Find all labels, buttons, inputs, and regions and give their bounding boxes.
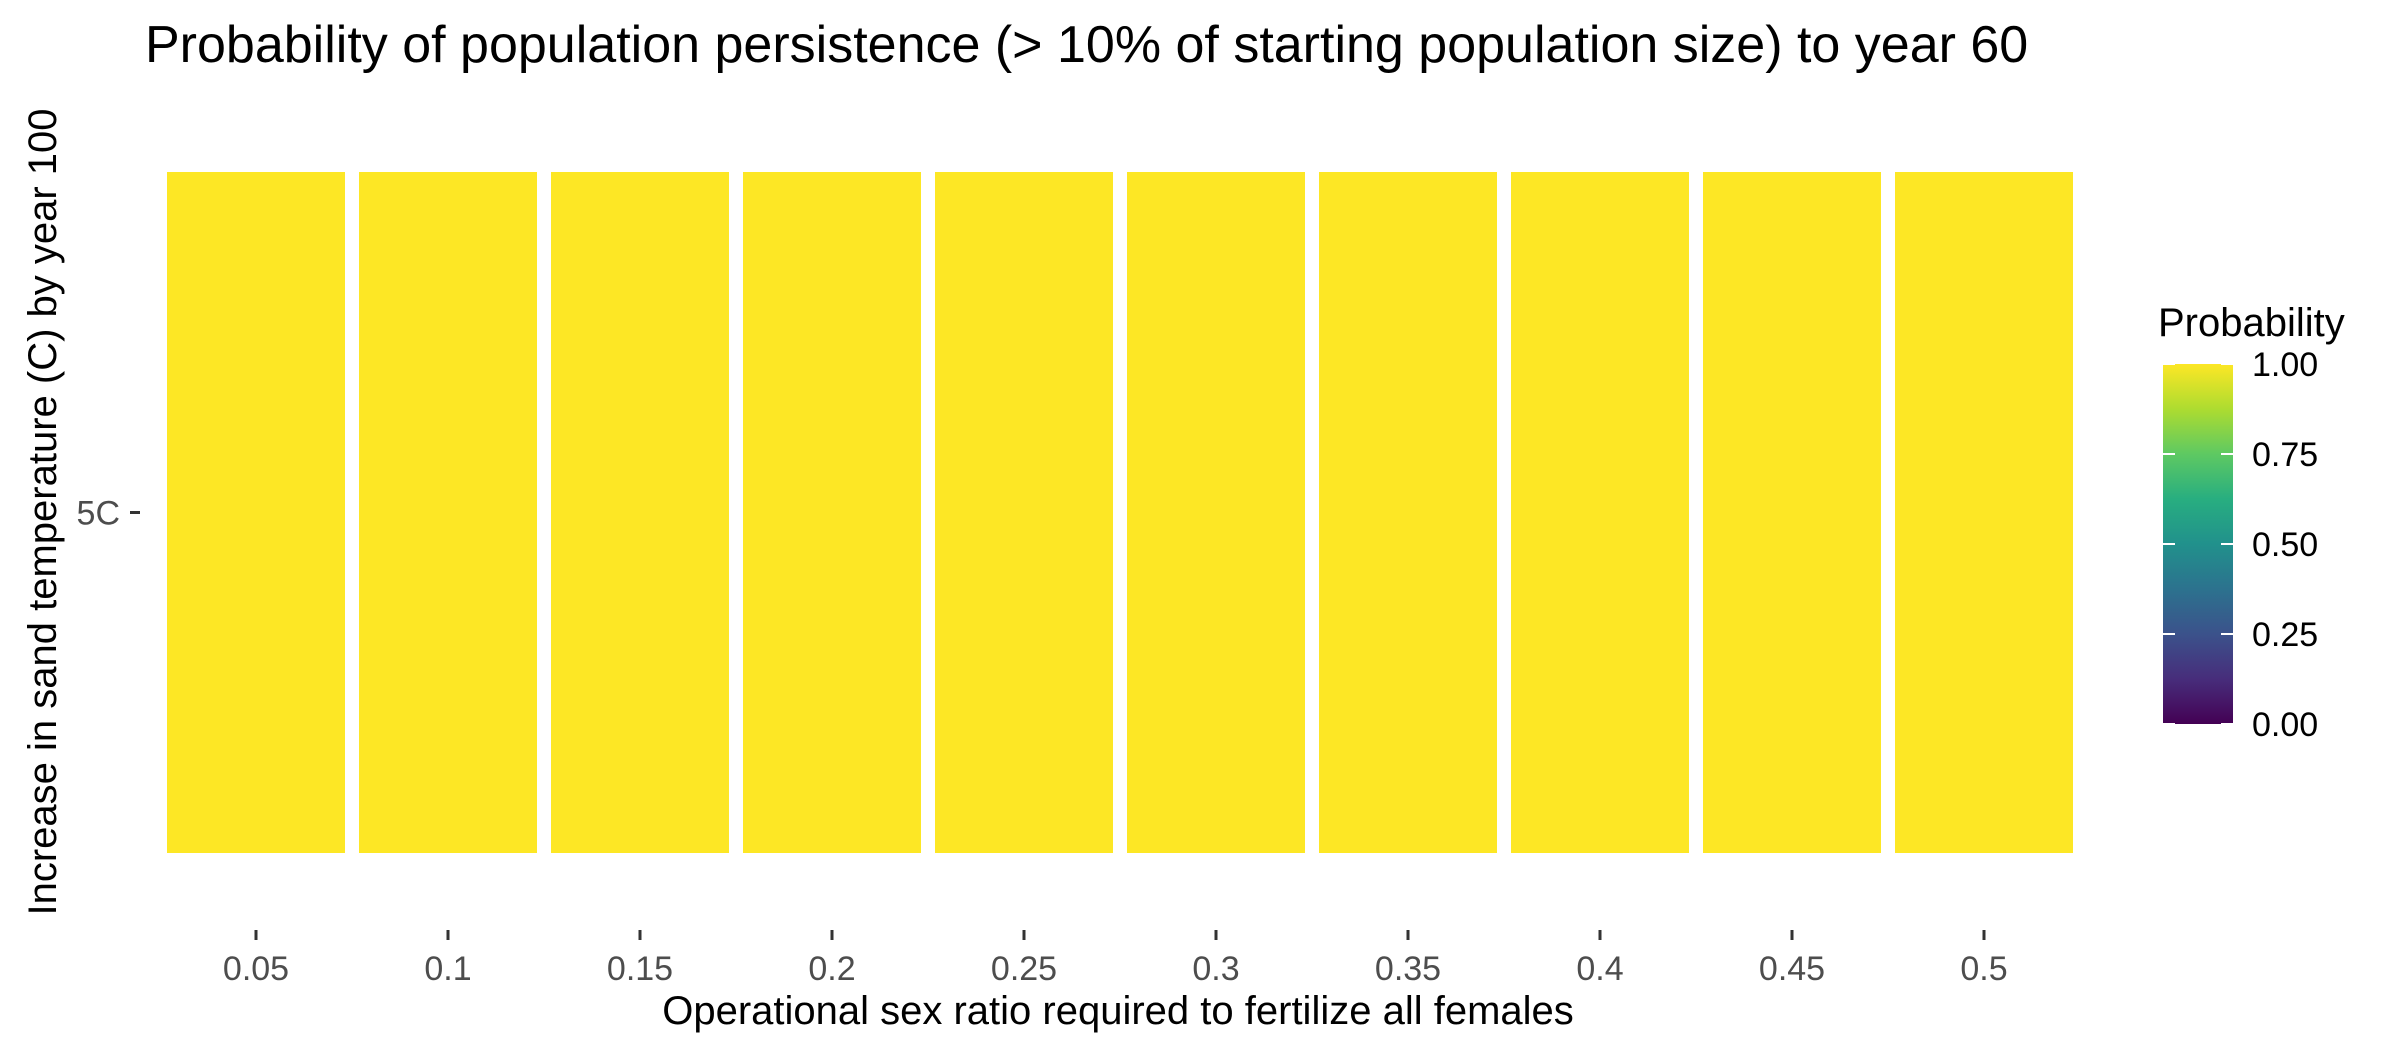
x-tick-label: 0.5 (1960, 950, 2007, 988)
x-tick-label: 0.3 (1192, 950, 1239, 988)
colorbar-legend: Probability 0.00 0.25 0.50 0.75 1.00 (2158, 301, 2345, 744)
x-tick-label: 0.1 (424, 950, 471, 988)
x-tick-label: 0.05 (223, 950, 289, 988)
x-axis-title: Operational sex ratio required to fertil… (662, 989, 1574, 1033)
heatmap-cell (1319, 172, 1497, 853)
legend-title: Probability (2158, 301, 2345, 345)
x-tick-label: 0.4 (1576, 950, 1623, 988)
colorbar-tick-label: 0.25 (2252, 616, 2318, 654)
x-axis-ticks: 0.05 0.1 0.15 0.2 0.25 0.3 0.35 0.4 0.45 0.5 (223, 930, 2008, 988)
heatmap-cell (359, 172, 537, 853)
heatmap-cell (167, 172, 345, 853)
heatmap-cell (935, 172, 1113, 853)
heatmap-cell (1127, 172, 1305, 853)
x-tick-label: 0.35 (1375, 950, 1441, 988)
colorbar-tick-label: 1.00 (2252, 346, 2318, 384)
colorbar-tick-label: 0.50 (2252, 526, 2318, 564)
x-tick-label: 0.2 (808, 950, 855, 988)
y-axis-ticks: 5C (77, 495, 140, 533)
colorbar-ticks: 0.00 0.25 0.50 0.75 1.00 (2163, 346, 2318, 744)
chart-title: Probability of population persistence (>… (145, 16, 2028, 74)
colorbar-tick-label: 0.00 (2252, 706, 2318, 744)
x-tick-label: 0.45 (1759, 950, 1825, 988)
y-tick-label: 5C (77, 495, 120, 533)
heatmap-cell (1895, 172, 2073, 853)
heatmap-tiles (167, 172, 2073, 853)
heatmap-cell (1511, 172, 1689, 853)
x-tick-label: 0.15 (607, 950, 673, 988)
x-tick-label: 0.25 (991, 950, 1057, 988)
y-axis-title: Increase in sand temperature (C) by year… (21, 108, 65, 915)
heatmap-cell (551, 172, 729, 853)
heatmap-cell (743, 172, 921, 853)
heatmap-cell (1703, 172, 1881, 853)
colorbar-tick-label: 0.75 (2252, 436, 2318, 474)
